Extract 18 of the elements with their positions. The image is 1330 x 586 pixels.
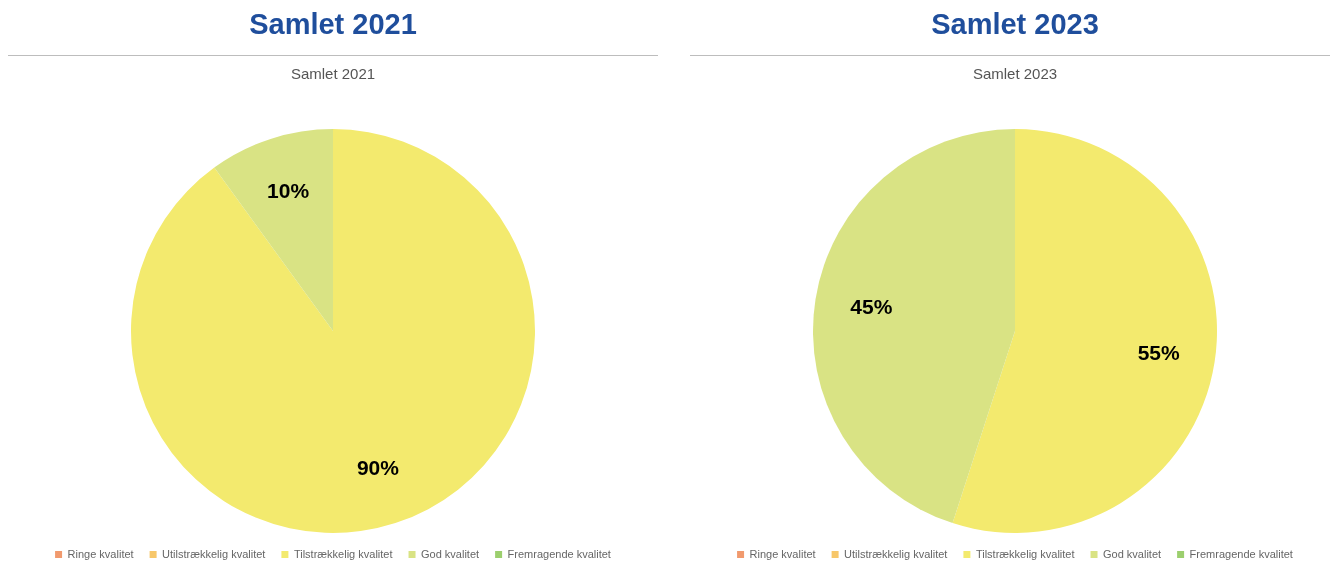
chart-title: Samlet 2023 xyxy=(930,7,1100,41)
legend-label: God kvalitet xyxy=(1103,547,1162,560)
legend-label: Ringe kvalitet xyxy=(749,547,816,560)
legend-label: Fremragende kvalitet xyxy=(507,547,611,560)
data-label: 45% xyxy=(850,295,893,319)
legend-label: Ringe kvalitet xyxy=(67,547,134,560)
legend-label: Tilstrækkelig kvalitet xyxy=(293,547,393,560)
legend-label: God kvalitet xyxy=(421,547,480,560)
chart-subtitle: Samlet 2023 xyxy=(972,65,1058,83)
legend-label: Tilstrækkelig kvalitet xyxy=(975,547,1075,560)
data-label: 10% xyxy=(267,179,310,203)
data-label: 55% xyxy=(1137,340,1180,364)
legend-label: Fremragende kvalitet xyxy=(1189,547,1293,560)
legend-label: Utilstrækkelig kvalitet xyxy=(162,547,266,560)
chart-title: Samlet 2021 xyxy=(248,7,418,41)
chart-subtitle: Samlet 2021 xyxy=(290,65,376,83)
legend-label: Utilstrækkelig kvalitet xyxy=(844,547,948,560)
data-label: 90% xyxy=(356,456,400,480)
